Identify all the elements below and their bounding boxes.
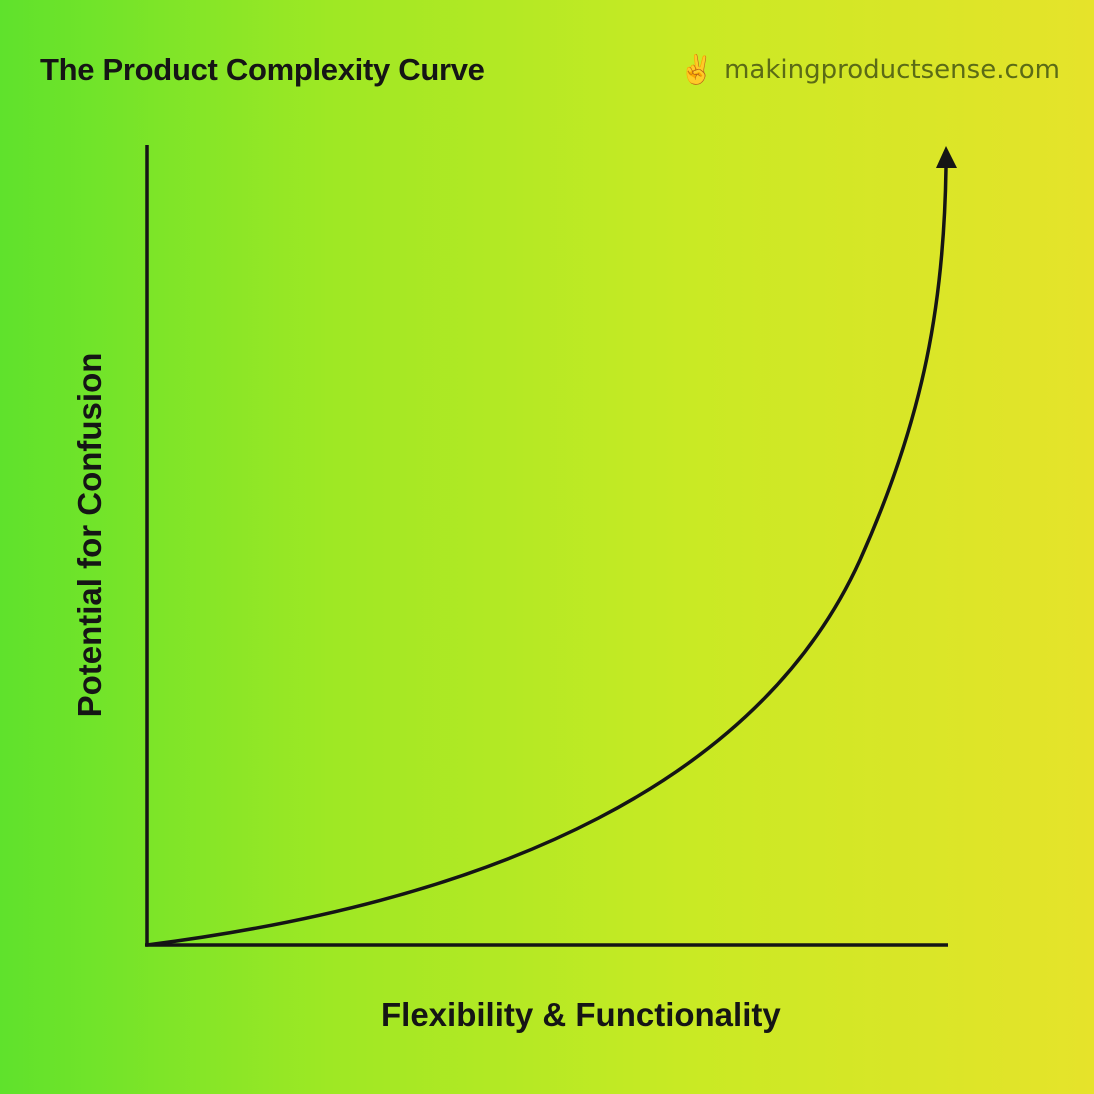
brand-url: makingproductsense.com [724,55,1060,85]
brand: ✌️ makingproductsense.com [679,54,1060,86]
complexity-curve [145,166,948,947]
page-title: The Product Complexity Curve [40,52,485,87]
victory-hand-icon: ✌️ [679,54,715,85]
x-axis-label: Flexibility & Functionality [381,996,781,1033]
arrow-head-icon [936,146,957,168]
y-axis-label: Potential for Confusion [71,352,108,718]
